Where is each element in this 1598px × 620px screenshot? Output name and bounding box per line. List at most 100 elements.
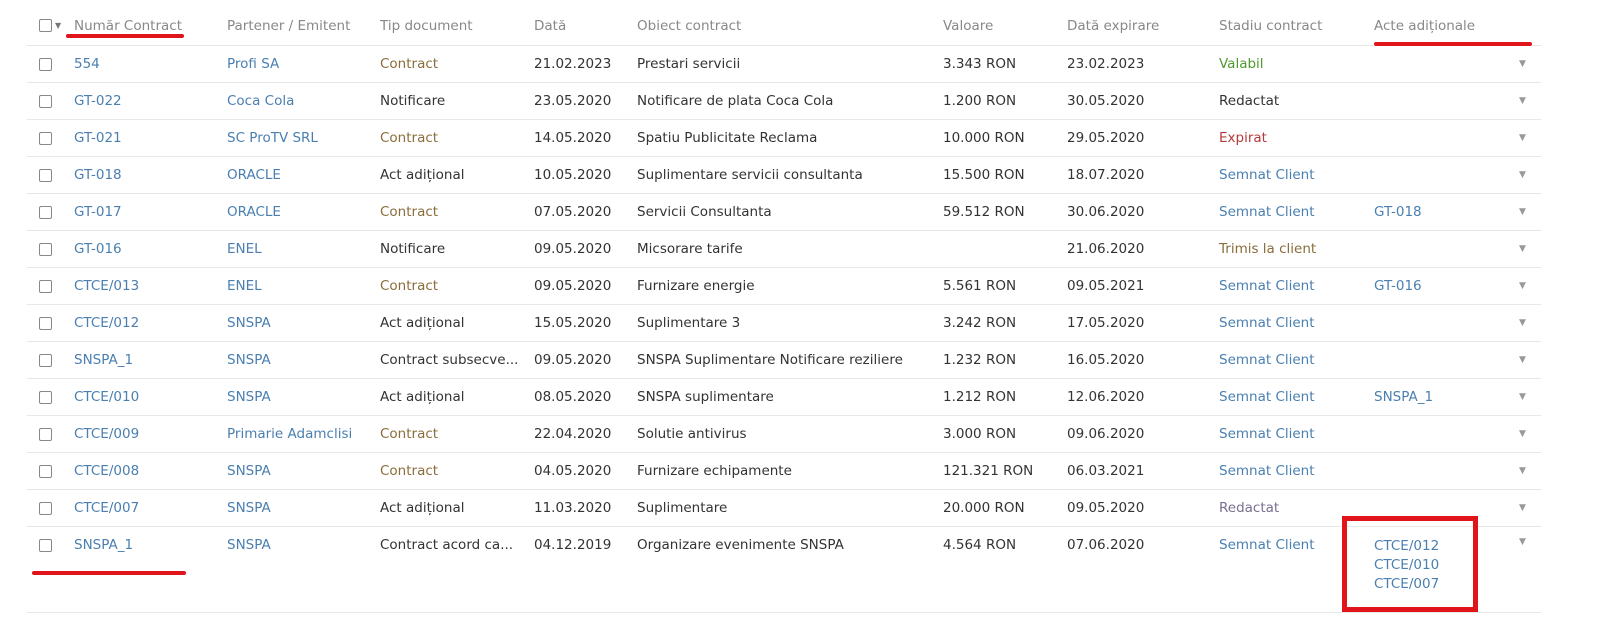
table-row[interactable]: GT-018 ORACLE Act adițional 10.05.2020 S…	[27, 156, 1541, 194]
acte-link[interactable]: CTCE/010	[1374, 557, 1440, 573]
numar-link[interactable]: GT-017	[74, 204, 122, 220]
column-valoare[interactable]: Valoare	[943, 6, 1067, 46]
row-checkbox[interactable]	[39, 501, 52, 515]
numar-link[interactable]: GT-018	[74, 167, 122, 183]
acte-cell: GT-016	[1374, 267, 1504, 305]
table-row[interactable]: CTCE/010 SNSPA Act adițional 08.05.2020 …	[27, 378, 1541, 416]
row-checkbox[interactable]	[39, 94, 52, 108]
partener-link[interactable]: ORACLE	[227, 204, 281, 220]
row-menu-caret-icon[interactable]: ▼	[1504, 304, 1541, 342]
table-row[interactable]: CTCE/013 ENEL Contract 09.05.2020 Furniz…	[27, 267, 1541, 305]
valoare-cell: 3.343 RON	[943, 45, 1067, 83]
select-all-checkbox[interactable]	[39, 19, 52, 32]
partener-link[interactable]: SNSPA	[227, 500, 271, 516]
table-row[interactable]: SNSPA_1 SNSPA Contract acord ca... 04.12…	[27, 526, 1541, 613]
partener-link[interactable]: ENEL	[227, 278, 262, 294]
numar-link[interactable]: GT-016	[74, 241, 122, 257]
row-checkbox[interactable]	[39, 464, 52, 478]
tip-cell: Contract	[380, 45, 534, 83]
tip-cell: Notificare	[380, 230, 534, 268]
row-menu-caret-icon[interactable]: ▼	[1504, 341, 1541, 379]
acte-link[interactable]: CTCE/007	[1374, 576, 1440, 592]
acte-link[interactable]: SNSPA_1	[1374, 388, 1434, 405]
row-menu-caret-icon[interactable]: ▼	[1504, 156, 1541, 194]
partener-link[interactable]: ENEL	[227, 241, 262, 257]
acte-link[interactable]: GT-016	[1374, 277, 1422, 294]
numar-link[interactable]: SNSPA_1	[74, 352, 134, 368]
row-checkbox[interactable]	[39, 242, 52, 256]
column-expirare[interactable]: Dată expirare	[1067, 6, 1219, 46]
partener-link[interactable]: Profi SA	[227, 56, 280, 72]
column-tip[interactable]: Tip document	[380, 6, 534, 46]
table-row[interactable]: CTCE/007 SNSPA Act adițional 11.03.2020 …	[27, 489, 1541, 527]
row-menu-caret-icon[interactable]: ▼	[1504, 82, 1541, 120]
obiect-cell: Spatiu Publicitate Reclama	[637, 119, 943, 157]
column-acte[interactable]: Acte adiționale	[1374, 6, 1504, 46]
expirare-cell: 30.05.2020	[1067, 82, 1219, 120]
table-row[interactable]: 554 Profi SA Contract 21.02.2023 Prestar…	[27, 45, 1541, 83]
row-checkbox[interactable]	[39, 205, 52, 219]
table-row[interactable]: GT-022 Coca Cola Notificare 23.05.2020 N…	[27, 82, 1541, 120]
row-menu-caret-icon[interactable]: ▼	[1504, 378, 1541, 416]
numar-link[interactable]: SNSPA_1	[74, 537, 134, 553]
row-menu-caret-icon[interactable]: ▼	[1504, 489, 1541, 527]
numar-link[interactable]: CTCE/008	[74, 463, 140, 479]
partener-link[interactable]: ORACLE	[227, 167, 281, 183]
column-numar[interactable]: Număr Contract	[74, 6, 227, 46]
row-checkbox[interactable]	[39, 168, 52, 182]
column-stadiu[interactable]: Stadiu contract	[1219, 6, 1374, 46]
obiect-cell: Furnizare energie	[637, 267, 943, 305]
row-checkbox[interactable]	[39, 316, 52, 330]
row-checkbox[interactable]	[39, 538, 52, 552]
row-menu-caret-icon[interactable]: ▼	[1504, 415, 1541, 453]
acte-cell	[1374, 304, 1504, 342]
partener-link[interactable]: SNSPA	[227, 352, 271, 368]
numar-link[interactable]: CTCE/009	[74, 426, 140, 442]
table-row[interactable]: CTCE/009 Primarie Adamclisi Contract 22.…	[27, 415, 1541, 453]
expirare-cell: 23.02.2023	[1067, 45, 1219, 83]
partener-link[interactable]: Coca Cola	[227, 93, 295, 109]
column-data[interactable]: Dată	[534, 6, 637, 46]
obiect-cell: Furnizare echipamente	[637, 452, 943, 490]
table-row[interactable]: GT-017 ORACLE Contract 07.05.2020 Servic…	[27, 193, 1541, 231]
acte-link[interactable]: GT-018	[1374, 203, 1422, 220]
valoare-cell: 1.232 RON	[943, 341, 1067, 379]
column-partener[interactable]: Partener / Emitent	[227, 6, 380, 46]
row-menu-caret-icon[interactable]: ▼	[1504, 119, 1541, 157]
partener-link[interactable]: SNSPA	[227, 389, 271, 405]
numar-link[interactable]: CTCE/012	[74, 315, 140, 331]
numar-link[interactable]: 554	[74, 56, 100, 72]
row-checkbox[interactable]	[39, 279, 52, 293]
column-obiect[interactable]: Obiect contract	[637, 6, 943, 46]
table-row[interactable]: CTCE/012 SNSPA Act adițional 15.05.2020 …	[27, 304, 1541, 342]
partener-link[interactable]: SNSPA	[227, 315, 271, 331]
numar-link[interactable]: CTCE/013	[74, 278, 140, 294]
row-menu-caret-icon[interactable]: ▼	[1504, 267, 1541, 305]
partener-link[interactable]: SNSPA	[227, 463, 271, 479]
table-row[interactable]: CTCE/008 SNSPA Contract 04.05.2020 Furni…	[27, 452, 1541, 490]
table-row[interactable]: GT-021 SC ProTV SRL Contract 14.05.2020 …	[27, 119, 1541, 157]
table-row[interactable]: GT-016 ENEL Notificare 09.05.2020 Micsor…	[27, 230, 1541, 268]
numar-link[interactable]: GT-021	[74, 130, 122, 146]
row-checkbox[interactable]	[39, 427, 52, 441]
row-menu-caret-icon[interactable]: ▼	[1504, 452, 1541, 490]
row-checkbox[interactable]	[39, 353, 52, 367]
partener-link[interactable]: SNSPA	[227, 537, 271, 553]
row-checkbox[interactable]	[39, 131, 52, 145]
partener-link[interactable]: Primarie Adamclisi	[227, 426, 353, 442]
row-checkbox[interactable]	[39, 57, 52, 71]
numar-link[interactable]: GT-022	[74, 93, 122, 109]
row-menu-caret-icon[interactable]: ▼	[1504, 526, 1541, 613]
row-checkbox[interactable]	[39, 390, 52, 404]
acte-link[interactable]: CTCE/012	[1374, 538, 1440, 554]
row-menu-caret-icon[interactable]: ▼	[1504, 230, 1541, 268]
data-cell: 14.05.2020	[534, 119, 637, 157]
numar-link[interactable]: CTCE/007	[74, 500, 140, 516]
table-row[interactable]: SNSPA_1 SNSPA Contract subsecve... 09.05…	[27, 341, 1541, 379]
row-menu-caret-icon[interactable]: ▼	[1504, 45, 1541, 83]
partener-link[interactable]: SC ProTV SRL	[227, 130, 318, 146]
annotation-underline	[66, 34, 184, 38]
row-menu-caret-icon[interactable]: ▼	[1504, 193, 1541, 231]
numar-link[interactable]: CTCE/010	[74, 389, 140, 405]
chevron-down-icon[interactable]: ▼	[55, 21, 62, 30]
